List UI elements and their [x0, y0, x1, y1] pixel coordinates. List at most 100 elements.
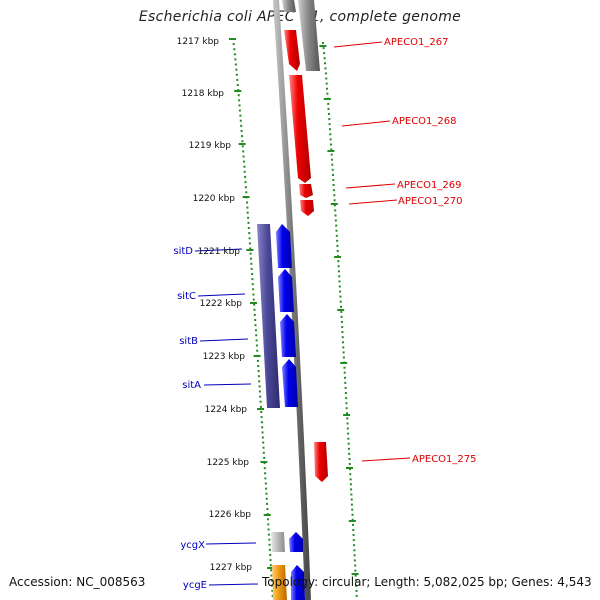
ruler-dot — [326, 92, 329, 95]
ruler-dot — [262, 446, 265, 449]
ruler-major-tick — [334, 256, 342, 258]
ruler-dot — [339, 295, 342, 298]
ruler-dot — [265, 497, 268, 500]
ruler-dot — [326, 87, 328, 90]
forward-gene-labels: APECO1_267 APECO1_268 APECO1_269 APECO1_… — [384, 37, 477, 465]
ruler-dot — [329, 133, 332, 136]
ruler-major-tick — [253, 355, 261, 357]
ruler-dot — [328, 118, 331, 121]
ruler-dot — [333, 199, 336, 202]
forward-gene-apeco1-270 — [300, 200, 314, 216]
ruler-dot — [241, 145, 244, 148]
ruler-dot — [240, 130, 243, 132]
ruler-dot — [331, 158, 333, 161]
ruler-dot — [342, 341, 344, 344]
ruler-dot — [242, 155, 245, 158]
ruler-dot — [268, 543, 271, 546]
ruler-dot — [251, 283, 254, 286]
ruler-dot — [322, 47, 325, 50]
ruler-dot — [252, 288, 255, 291]
ruler-dot — [351, 513, 354, 516]
label-ycge[interactable]: ycgE — [183, 580, 207, 591]
ruler-dot — [261, 436, 264, 439]
genome-backbone — [273, 0, 311, 600]
ruler-dot — [334, 214, 337, 217]
ruler-dot — [254, 324, 257, 327]
forward-gene-apeco1-268 — [289, 75, 311, 183]
ruler-dot — [336, 239, 339, 242]
label-apeco1-275[interactable]: APECO1_275 — [412, 454, 477, 465]
label-apeco1-270[interactable]: APECO1_270 — [398, 196, 463, 207]
ruler-dot — [352, 529, 355, 531]
ruler-dot — [354, 579, 357, 582]
ruler-dot — [324, 72, 327, 75]
label-apeco1-268[interactable]: APECO1_268 — [392, 116, 457, 127]
ruler-dot — [253, 303, 256, 306]
ruler-dot — [262, 441, 265, 444]
label-sitc[interactable]: sitC — [177, 291, 196, 302]
ruler-dot — [342, 346, 345, 349]
forward-label-connectors — [333, 41, 411, 462]
label-apeco1-267[interactable]: APECO1_267 — [384, 37, 449, 48]
ruler-dot — [351, 508, 354, 511]
ruler-major-tick — [330, 203, 338, 205]
label-sitd[interactable]: sitD — [173, 246, 193, 257]
scale-label-1217: 1217 kbp — [177, 37, 220, 47]
label-sita[interactable]: sitA — [182, 380, 201, 391]
ruler-dot — [260, 411, 263, 413]
ruler-dot — [341, 326, 344, 329]
ruler-dot — [271, 589, 274, 592]
ruler-dot — [237, 94, 240, 97]
forward-gene-apeco1-267-tail — [282, 0, 296, 12]
ruler-dot — [327, 107, 330, 110]
reverse-gene-ycge — [291, 565, 305, 600]
ruler-dot — [336, 244, 339, 247]
ruler-dot — [350, 498, 353, 501]
ruler-dot — [340, 315, 343, 318]
ruler-dot — [347, 432, 350, 435]
ruler-dot — [328, 123, 331, 126]
ruler-dot — [240, 124, 243, 127]
ruler-dot — [256, 359, 259, 362]
ruler-dot — [253, 313, 256, 316]
ruler-dot — [343, 371, 346, 374]
ruler-dot — [268, 548, 271, 551]
ruler-major-tick — [319, 45, 327, 47]
ruler-dot — [337, 260, 340, 263]
ruler-dot — [233, 53, 236, 56]
ruler-dot — [340, 310, 343, 313]
ruler-dot — [354, 569, 357, 572]
label-ycgx[interactable]: ycgX — [180, 540, 205, 551]
ruler-dot — [258, 390, 261, 393]
ruler-dot — [353, 554, 356, 557]
ruler-dot — [350, 493, 353, 496]
scale-label-1218: 1218 kbp — [182, 89, 225, 99]
label-apeco1-269[interactable]: APECO1_269 — [397, 180, 462, 191]
ruler-dot — [235, 73, 238, 76]
ruler-dot — [242, 150, 245, 153]
ruler-dot — [254, 329, 257, 332]
ruler-major-tick — [234, 90, 242, 92]
ruler-dot — [247, 216, 250, 219]
label-sitb[interactable]: sitB — [179, 336, 198, 347]
ruler-dot — [251, 278, 254, 281]
ruler-dot — [348, 452, 351, 455]
ruler-dot — [338, 275, 341, 278]
left-scale-ruler — [229, 38, 274, 597]
ruler-dot — [270, 579, 273, 582]
ruler-dot — [347, 447, 350, 450]
ruler-dot — [332, 179, 335, 181]
ruler-dot — [332, 189, 335, 192]
ruler-dot — [263, 456, 266, 459]
ruler-dot — [236, 84, 239, 86]
ruler-dot — [331, 168, 334, 171]
ruler-dot — [346, 412, 348, 415]
ruler-dot — [247, 227, 250, 229]
ruler-dot — [267, 533, 270, 536]
ruler-dot — [347, 437, 350, 440]
ruler-dot — [253, 308, 256, 311]
ruler-dot — [354, 564, 357, 567]
ruler-dot — [333, 204, 336, 207]
ruler-dot — [252, 293, 255, 296]
ruler-dot — [248, 242, 251, 245]
